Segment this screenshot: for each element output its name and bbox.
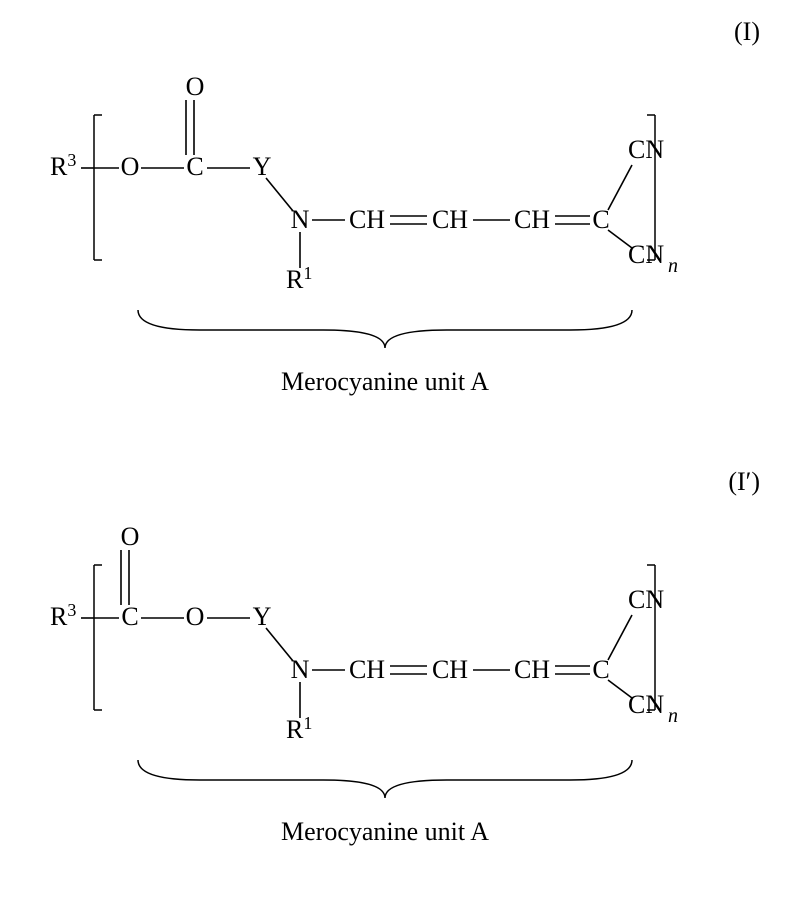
atom-label-R1: R1 [286, 713, 312, 744]
bond-single [266, 628, 293, 661]
atom-label-CN_top: CN [628, 135, 664, 164]
chemical-structures-figure: nR3OCOYNR1CHCHCHCCNCNMerocyanine unit A(… [0, 0, 800, 900]
atom-label-O_mid: O [186, 602, 205, 631]
atom-label-CN_top: CN [628, 585, 664, 614]
atom-label-C2: C [592, 655, 609, 684]
bond-single [266, 178, 293, 211]
atom-label-C: C [186, 152, 203, 181]
atom-label-Y: Y [253, 152, 272, 181]
atom-label-CH3: CH [514, 655, 550, 684]
bond-single [608, 165, 632, 210]
caption: Merocyanine unit A [281, 367, 489, 396]
atom-label-C2: C [592, 205, 609, 234]
atom-label-CH2: CH [432, 655, 468, 684]
repeat-subscript: n [668, 255, 678, 277]
atom-label-CH1: CH [349, 655, 385, 684]
atom-label-CN_bot: CN [628, 240, 664, 269]
bond-single [608, 615, 632, 660]
atom-label-R1: R1 [286, 263, 312, 294]
atom-label-R3: R3 [50, 150, 76, 181]
atom-label-O_top: O [121, 522, 140, 551]
formula-label: (I) [734, 17, 760, 46]
caption: Merocyanine unit A [281, 817, 489, 846]
atom-label-N: N [291, 205, 310, 234]
atom-label-CH1: CH [349, 205, 385, 234]
repeat-subscript: n [668, 705, 678, 727]
atom-label-CN_bot: CN [628, 690, 664, 719]
atom-label-CH3: CH [514, 205, 550, 234]
atom-label-CH2: CH [432, 205, 468, 234]
formula-label: (I′) [728, 467, 760, 496]
atom-label-O_top: O [186, 72, 205, 101]
atom-label-C: C [121, 602, 138, 631]
curly-brace [138, 310, 632, 348]
atom-label-Y: Y [253, 602, 272, 631]
atom-label-N: N [291, 655, 310, 684]
atom-label-R3: R3 [50, 600, 76, 631]
curly-brace [138, 760, 632, 798]
atom-label-O_left: O [121, 152, 140, 181]
